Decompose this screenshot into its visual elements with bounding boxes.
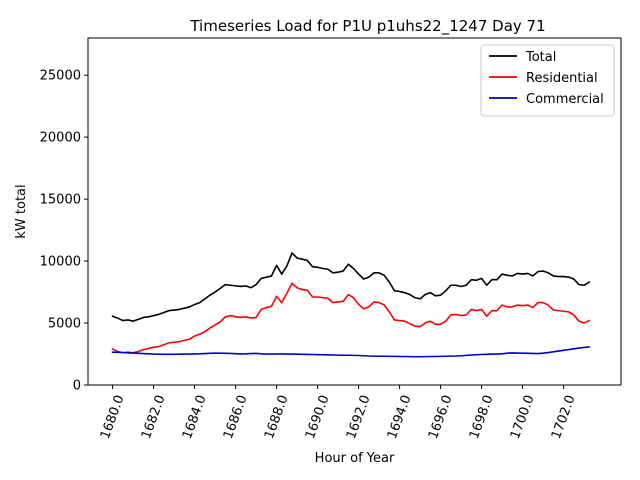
legend-label-total: Total	[525, 50, 556, 65]
series-layer	[111, 252, 591, 358]
y-tick-label: 10000	[40, 255, 81, 270]
y-tick-label: 0	[73, 379, 81, 394]
series-line-commercial	[111, 345, 591, 358]
y-axis-label: kW total	[14, 184, 29, 238]
y-tick-label: 25000	[40, 69, 81, 84]
series-line-residential	[111, 282, 591, 354]
series-line-total	[111, 252, 591, 322]
legend-label-residential: Residential	[526, 71, 598, 86]
y-tick-label: 15000	[40, 193, 81, 208]
y-tick-label: 5000	[48, 317, 81, 332]
x-axis-label: Hour of Year	[315, 451, 395, 466]
y-tick-label: 20000	[40, 131, 81, 146]
axes-frame	[87, 37, 622, 386]
chart-title: Timeseries Load for P1U p1uhs22_1247 Day…	[189, 17, 545, 36]
legend-label-commercial: Commercial	[526, 92, 604, 107]
legend: Total Residential Commercial	[480, 44, 615, 117]
